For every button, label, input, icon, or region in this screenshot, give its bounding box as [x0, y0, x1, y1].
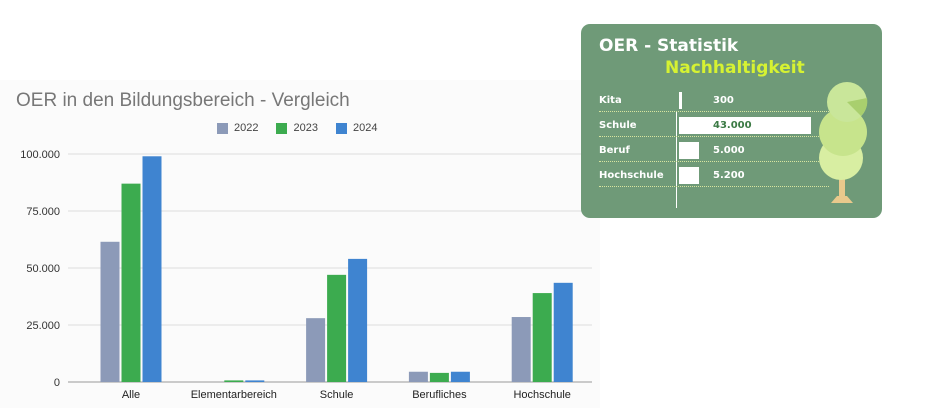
legend-item-2024: 2024 — [335, 122, 378, 134]
y-tick-label: 75.000 — [26, 206, 60, 218]
bar-2022-hochschule — [511, 317, 531, 382]
bar-2024-alle — [142, 156, 162, 382]
legend-swatch — [335, 122, 347, 134]
legend-swatch — [217, 122, 228, 134]
legend-label: 2022 — [234, 122, 259, 134]
card-axis-line — [676, 112, 677, 208]
legend-item-2022: 2022 — [217, 122, 258, 134]
stat-bar — [679, 167, 699, 184]
legend-label: 2023 — [293, 122, 318, 134]
card-subtitle: Nachhaltigkeit — [665, 58, 805, 78]
bar-2022-schule — [306, 318, 326, 382]
chart-legend: 2022 2023 2024 — [217, 122, 377, 134]
y-tick-label: 100.000 — [20, 149, 60, 161]
bar-chart-svg: 0 25.000 50.000 75.000 100.000 Alle Elementarb… — [20, 149, 592, 401]
stat-value: 300 — [713, 95, 734, 106]
row-divider — [599, 136, 829, 137]
tree-icon — [819, 82, 868, 203]
bar-2023-schule — [327, 274, 347, 382]
y-tick-label: 50.000 — [26, 263, 60, 275]
bar-2024-elementarbereich — [245, 380, 265, 382]
stat-label: Hochschule — [599, 170, 664, 181]
bar-2024-schule — [348, 258, 368, 382]
oer-statistik-card: OER - Statistik Nachhaltigkeit Kita 300 … — [581, 24, 882, 218]
y-tick-label: 0 — [54, 377, 60, 389]
legend-label: 2024 — [352, 122, 378, 134]
legend-swatch — [276, 122, 288, 134]
stat-bar — [679, 117, 811, 134]
bar-2023-hochschule — [532, 293, 552, 382]
bar-chart-panel — [0, 80, 600, 408]
bar-2024-hochschule — [553, 282, 573, 382]
stat-label: Kita — [599, 95, 622, 106]
stat-label: Beruf — [599, 145, 630, 156]
x-tick-label: Schule — [320, 389, 354, 401]
bar-2022-berufliches — [408, 371, 428, 382]
x-tick-label: Elementarbereich — [191, 389, 277, 401]
stat-label: Schule — [599, 120, 637, 131]
bar-2024-berufliches — [450, 371, 470, 382]
stat-bar — [679, 142, 699, 159]
x-tick-label: Hochschule — [513, 389, 570, 401]
card-title: OER - Statistik — [599, 36, 739, 56]
row-divider — [599, 186, 829, 187]
row-divider — [599, 161, 829, 162]
legend-item-2023: 2023 — [276, 122, 318, 134]
stat-row-beruf: Beruf 5.000 — [599, 140, 849, 162]
bar-2022-alle — [100, 241, 120, 382]
chart-title: OER in den Bildungsbereich - Vergleich — [16, 90, 350, 111]
stat-value: 43.000 — [713, 120, 752, 131]
bar-2023-berufliches — [429, 372, 449, 382]
x-tick-label: Berufliches — [412, 389, 467, 401]
stat-row-kita: Kita 300 — [599, 90, 849, 112]
stat-row-hochschule: Hochschule 5.200 — [599, 165, 849, 187]
x-tick-label: Alle — [122, 389, 140, 401]
row-divider — [599, 111, 829, 112]
bar-2023-alle — [121, 183, 141, 382]
bar-2023-elementarbereich — [224, 380, 244, 382]
stat-bar — [679, 92, 682, 109]
stat-value: 5.200 — [713, 170, 745, 181]
stat-value: 5.000 — [713, 145, 745, 156]
stat-row-schule: Schule 43.000 — [599, 115, 849, 137]
y-tick-label: 25.000 — [26, 320, 60, 332]
